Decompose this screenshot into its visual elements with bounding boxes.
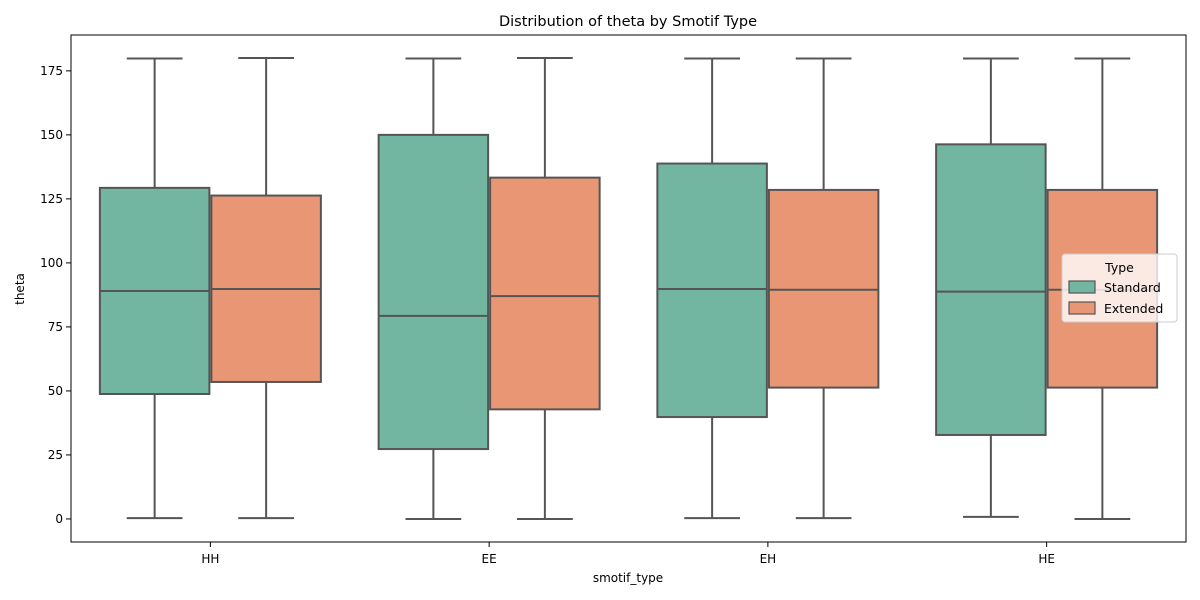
legend-swatch bbox=[1068, 301, 1096, 315]
box-standard-eh bbox=[656, 57, 768, 520]
box-standard-hh bbox=[98, 57, 211, 520]
y-tick-label: 25 bbox=[48, 448, 63, 462]
y-tick-label: 75 bbox=[48, 320, 63, 334]
chart-title: Distribution of theta by Smotif Type bbox=[499, 14, 757, 30]
plot-frame bbox=[70, 34, 1187, 543]
x-tick-label: EE bbox=[482, 552, 497, 566]
y-tick-label: 150 bbox=[40, 128, 63, 142]
box-standard-ee bbox=[377, 57, 490, 520]
x-tick-label: HH bbox=[201, 552, 219, 566]
box-standard-he bbox=[935, 57, 1047, 518]
legend: Type Standard Extended bbox=[1061, 253, 1178, 323]
y-tick-label: 175 bbox=[40, 64, 63, 78]
box-iqr bbox=[377, 133, 490, 451]
legend-title: Type bbox=[1104, 260, 1134, 275]
y-axis-label: theta bbox=[13, 273, 27, 305]
x-tick-label: EH bbox=[760, 552, 777, 566]
box-extended-ee bbox=[489, 57, 601, 520]
box-iqr bbox=[767, 188, 880, 389]
box-iqr bbox=[935, 143, 1047, 436]
y-tick-label: 0 bbox=[55, 512, 63, 526]
x-axis-label: smotif_type bbox=[593, 571, 663, 585]
y-tick-label: 125 bbox=[40, 192, 63, 206]
y-tick-label: 100 bbox=[40, 256, 63, 270]
legend-entry: Standard bbox=[1104, 280, 1161, 295]
y-tick-label: 50 bbox=[48, 384, 63, 398]
box-iqr bbox=[489, 176, 601, 411]
legend-entry: Extended bbox=[1104, 301, 1163, 316]
legend-swatch bbox=[1068, 280, 1096, 294]
box-iqr bbox=[656, 162, 768, 419]
box-extended-eh bbox=[767, 57, 880, 520]
axes: 0 25 50 75 100 125 150 175 HH EE EH HE bbox=[40, 64, 1055, 566]
plot-area bbox=[98, 57, 1159, 520]
x-tick-label: HE bbox=[1038, 552, 1055, 566]
box-extended-hh bbox=[210, 57, 322, 520]
